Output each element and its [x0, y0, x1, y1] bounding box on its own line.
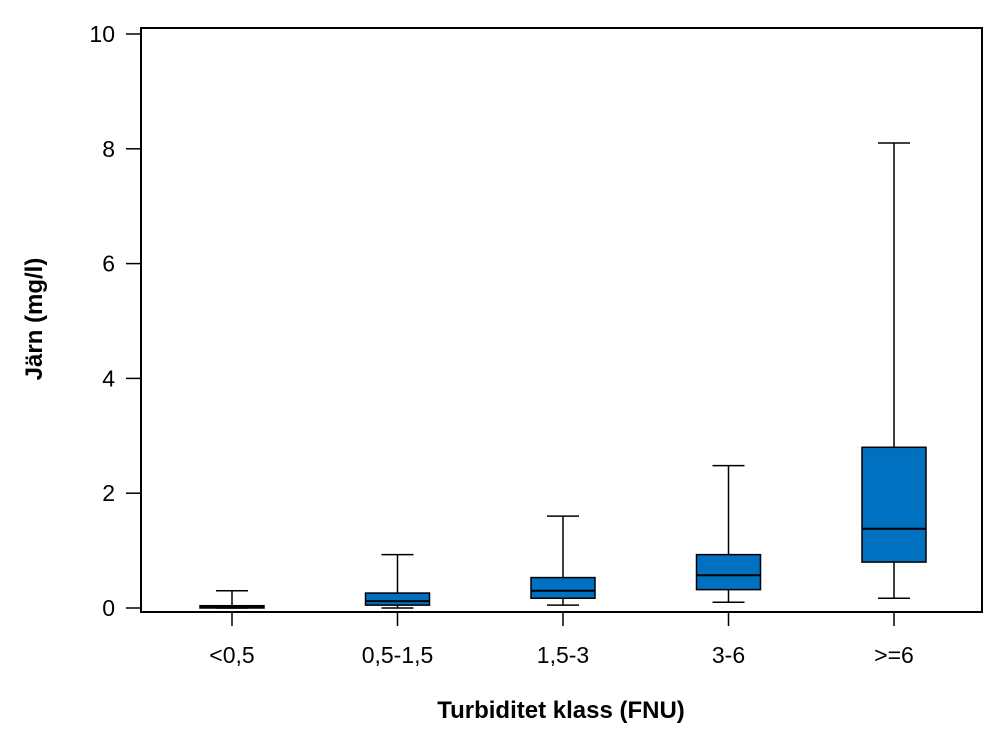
- box-plot-item: [199, 590, 265, 609]
- y-tick-label: 10: [89, 21, 115, 47]
- x-axis: <0,5 0,5-1,5 1,5-3 3-6 >=6: [209, 612, 914, 668]
- plot-area-frame: [140, 27, 983, 613]
- x-tick-label: 0,5-1,5: [362, 642, 434, 668]
- x-tick-label: 1,5-3: [537, 642, 589, 668]
- y-tick-label: 4: [102, 365, 115, 391]
- x-tick-label: 3-6: [712, 642, 745, 668]
- x-tick-label: <0,5: [209, 642, 254, 668]
- box-plot-item: [530, 515, 596, 606]
- y-tick-label: 8: [102, 136, 115, 162]
- x-tick-label: >=6: [874, 642, 914, 668]
- y-tick-label: 0: [102, 595, 115, 621]
- y-tick-label: 2: [102, 480, 115, 506]
- box-plot-item: [861, 142, 927, 599]
- boxes-group: [199, 142, 927, 609]
- y-axis: 0 2 4 6 8 10: [89, 21, 141, 621]
- iqr-box: [530, 576, 596, 599]
- iqr-box: [364, 592, 431, 606]
- box-plot-item: [364, 553, 431, 609]
- box-plot-item: [695, 464, 762, 604]
- iqr-box: [861, 446, 927, 563]
- y-tick-label: 6: [102, 251, 115, 277]
- x-axis-title: Turbiditet klass (FNU): [437, 697, 685, 724]
- y-axis-title: Järn (mg/l): [21, 258, 48, 381]
- iqr-box: [695, 553, 762, 591]
